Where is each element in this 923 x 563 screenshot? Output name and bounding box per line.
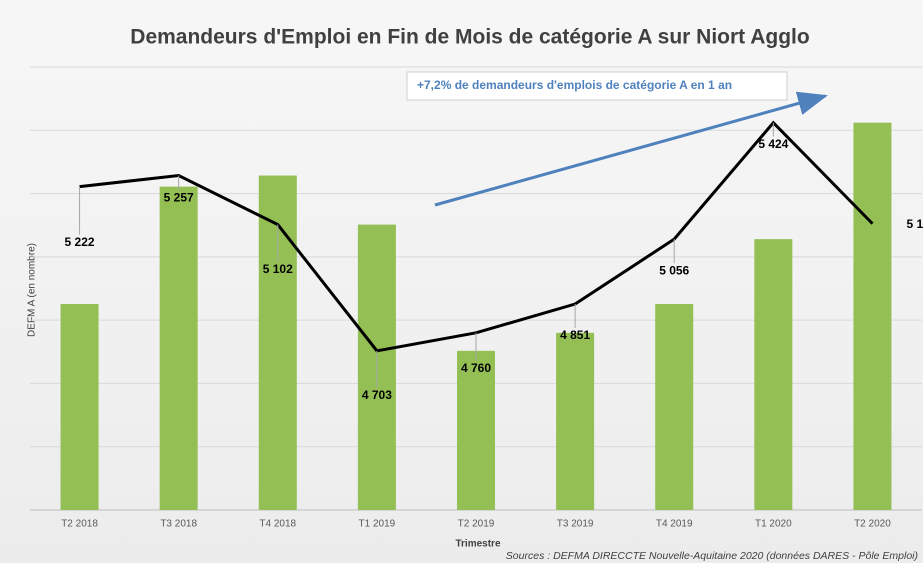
x-tick-label: T3 2018: [160, 519, 197, 530]
x-axis-label: Trimestre: [455, 539, 500, 550]
data-label: 5 102: [263, 262, 293, 276]
bar: [853, 122, 892, 510]
annotation-box: [406, 71, 788, 101]
x-tick-label: T4 2018: [259, 519, 296, 530]
data-label: 5 056: [659, 263, 689, 277]
data-label: 5 257: [164, 191, 194, 205]
x-tick-label: T1 2019: [359, 519, 396, 530]
trend-arrow: [434, 91, 828, 207]
source: Sources : DEFMA DIRECCTE Nouvelle-Aquita…: [506, 550, 918, 562]
x-tick-label: T3 2019: [557, 519, 594, 530]
data-label: 5 105: [906, 217, 923, 231]
x-tick-label: T4 2019: [656, 519, 693, 530]
data-label: 4 851: [560, 328, 590, 342]
data-label: 5 222: [65, 235, 95, 249]
data-label: 4 703: [362, 388, 392, 402]
bar: [457, 350, 495, 510]
bar: [556, 332, 595, 510]
bar: [60, 304, 99, 510]
annotation: +7,2% de demandeurs d'emplois de catégor…: [417, 78, 732, 92]
bar: [159, 186, 198, 511]
y-axis-label: DEFM A (en nombre): [27, 243, 38, 337]
bar: [655, 304, 694, 510]
chart-title: Demandeurs d'Emploi en Fin de Mois de ca…: [130, 26, 809, 49]
data-label: 4 760: [461, 361, 491, 375]
x-tick-label: T2 2020: [854, 519, 891, 530]
x-tick-label: T2 2019: [458, 519, 495, 530]
data-label: 5 424: [758, 137, 788, 151]
x-tick-label: T1 2020: [755, 519, 792, 530]
bar: [754, 239, 793, 510]
x-tick-label: T2 2018: [61, 519, 98, 530]
